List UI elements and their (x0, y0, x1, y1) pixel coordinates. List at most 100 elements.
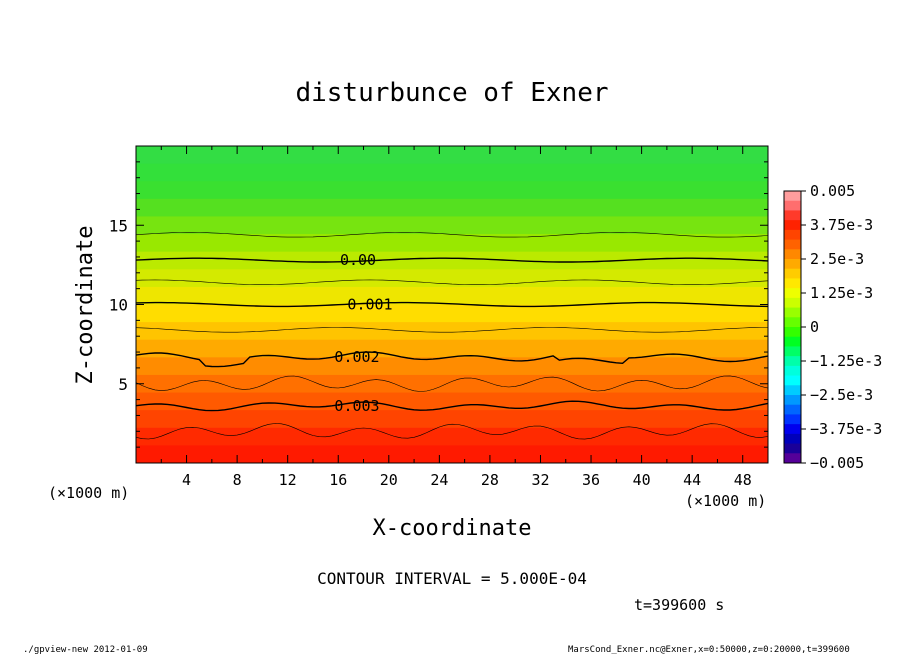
time-text: t=399600 s (634, 596, 724, 614)
contour-interval-text: CONTOUR INTERVAL = 5.000E-04 (317, 569, 587, 588)
colorbar-tick-label: 0 (810, 318, 819, 336)
colorbar-swatch (784, 191, 801, 202)
contour-band (136, 445, 768, 463)
contour-line (136, 351, 768, 368)
contour-band (136, 339, 768, 359)
contour-label-0: 0.00 (340, 251, 376, 269)
footer-right: MarsCond_Exner.nc@Exner,x=0:50000,z=0:20… (568, 645, 850, 654)
contour-line-minor (136, 232, 768, 238)
y-axis-label: Z-coordinate (73, 226, 98, 385)
colorbar-swatch (784, 229, 801, 241)
x-tick-label: 36 (582, 471, 600, 489)
colorbar-swatch (784, 424, 801, 435)
contour-band (136, 322, 768, 341)
x-tick-label: 4 (182, 471, 191, 489)
x-tick-label: 20 (380, 471, 398, 489)
x-tick-label: 40 (633, 471, 651, 489)
y-axis-unit: (×1000 m) (48, 484, 129, 502)
colorbar-swatch (784, 385, 801, 396)
x-axis-label: X-coordinate (373, 516, 532, 541)
contour-band (136, 374, 768, 394)
colorbar-tick-label: 0.005 (810, 182, 855, 200)
x-axis-unit: (×1000 m) (685, 492, 766, 510)
colorbar-swatch (784, 453, 801, 464)
contour-band (136, 146, 768, 165)
chart-title: disturbunce of Exner (295, 78, 608, 108)
contour-line (136, 301, 768, 308)
colorbar-swatch (784, 365, 801, 377)
colorbar-swatch (784, 210, 801, 221)
colorbar-tick-label: 3.75e-3 (810, 216, 873, 234)
x-tick-label: 8 (233, 471, 242, 489)
colorbar-swatch (784, 220, 801, 231)
footer-left: ./gpview-new 2012-01-09 (23, 645, 148, 654)
colorbar-tick-label: −3.75e-3 (810, 420, 882, 438)
colorbar-swatch (784, 297, 801, 309)
contour-band (136, 251, 768, 271)
colorbar-tick-label: −1.25e-3 (810, 352, 882, 370)
contour-line-minor (136, 423, 768, 440)
y-tick-label: 10 (109, 296, 128, 315)
x-tick-label: 12 (279, 471, 297, 489)
colorbar-swatch (784, 395, 801, 406)
contour-lines (136, 232, 768, 440)
colorbar-swatch (784, 249, 801, 260)
x-tick-label: 32 (531, 471, 549, 489)
contour-line-minor (136, 279, 768, 286)
x-tick-label: 28 (481, 471, 499, 489)
colorbar-swatch (784, 356, 801, 367)
contour-line (136, 257, 768, 263)
colorbar-swatch (784, 200, 801, 211)
contour-band (136, 198, 768, 218)
filled-contours (136, 146, 768, 463)
contour-line-minor (136, 375, 768, 392)
y-axis-ticks: 5 10 15 (109, 161, 768, 448)
colorbar-swatch (784, 443, 801, 454)
colorbar-swatch (784, 278, 801, 289)
x-tick-label: 44 (683, 471, 701, 489)
y-tick-label: 15 (109, 216, 128, 235)
x-tick-label: 48 (734, 471, 752, 489)
contour-band (136, 304, 768, 324)
contour-band (136, 410, 768, 429)
colorbar-swatch (784, 268, 801, 279)
contour-line-minor (136, 327, 768, 333)
contour-band (136, 163, 768, 183)
x-tick-label: 16 (329, 471, 347, 489)
colorbar-tick-label: 2.5e-3 (810, 250, 864, 268)
colorbar-swatch (784, 307, 801, 318)
colorbar-swatch (784, 288, 801, 299)
colorbar-tick-label: 1.25e-3 (810, 284, 873, 302)
colorbar-swatch (784, 239, 801, 250)
contour-line (136, 400, 768, 412)
contour-band (136, 181, 768, 200)
contour-band (136, 357, 768, 376)
colorbar-tick-label: −0.005 (810, 454, 864, 472)
contour-band (136, 216, 768, 236)
colorbar-swatch (784, 433, 801, 445)
colorbar-swatch (784, 317, 801, 328)
colorbar: 0.005 3.75e-3 2.5e-3 1.25e-3 0 −1.25e-3 −2.5e-… (783, 182, 882, 472)
x-axis-ticks: 4 8 12 16 20 24 28 32 36 40 44 48 (160, 146, 752, 489)
colorbar-swatch (784, 414, 801, 425)
contour-label-3: 0.003 (334, 397, 379, 415)
contour-label-2: 0.002 (334, 348, 379, 366)
colorbar-swatch (784, 346, 801, 357)
colorbar-swatches (784, 191, 801, 464)
contour-band (136, 286, 768, 306)
plot-area: 0.00 0.001 0.002 0.003 4 8 12 16 20 24 28 32 36 4… (109, 145, 769, 489)
contour-labels: 0.00 0.001 0.002 0.003 (334, 251, 392, 415)
colorbar-tick-label: −2.5e-3 (810, 386, 873, 404)
colorbar-swatch (784, 336, 801, 347)
colorbar-ticks: 0.005 3.75e-3 2.5e-3 1.25e-3 0 −1.25e-3 −2.5e-… (801, 182, 882, 472)
contour-band (136, 234, 768, 253)
colorbar-swatch (784, 404, 801, 415)
colorbar-swatch (784, 375, 801, 386)
x-tick-label: 24 (430, 471, 448, 489)
contour-label-1: 0.001 (347, 296, 392, 314)
contour-band (136, 269, 768, 288)
contour-band (136, 427, 768, 447)
y-tick-label: 5 (118, 375, 128, 394)
colorbar-swatch (784, 327, 801, 338)
